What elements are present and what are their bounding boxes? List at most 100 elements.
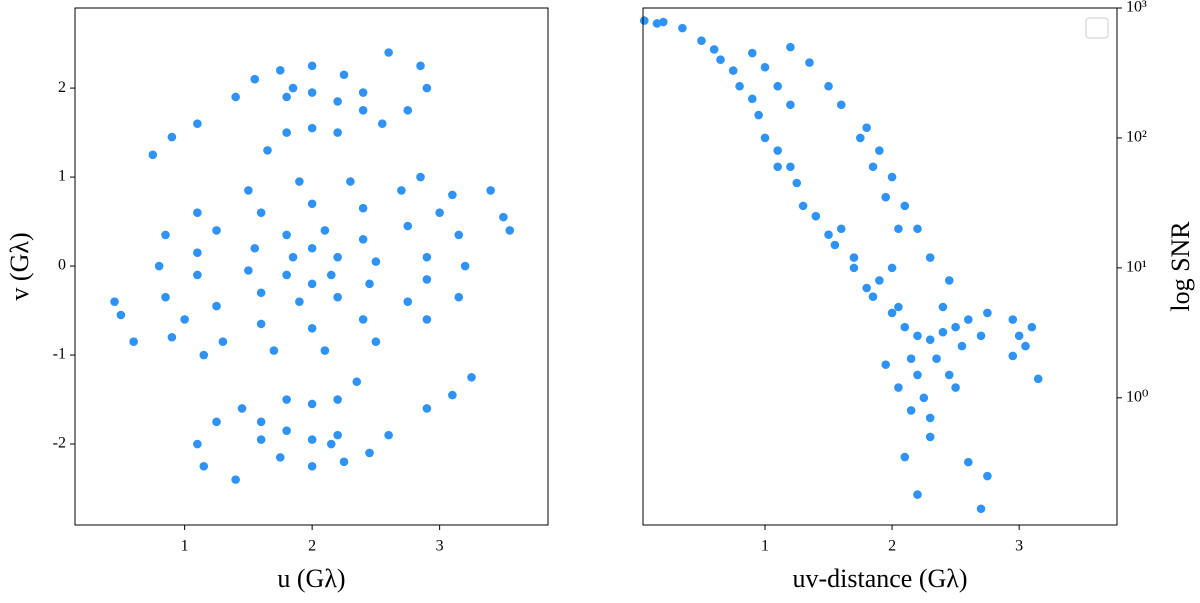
point	[983, 471, 992, 481]
point	[830, 240, 840, 250]
point	[384, 430, 393, 440]
point	[288, 83, 298, 93]
axes-frame	[74, 7, 549, 526]
point	[875, 276, 884, 285]
point	[1033, 374, 1043, 384]
y-tick-label: 0	[58, 257, 66, 274]
point	[358, 88, 368, 97]
point	[180, 315, 189, 324]
axes-frame	[642, 7, 1118, 526]
point	[307, 461, 317, 471]
point	[913, 490, 922, 499]
point	[944, 370, 954, 380]
x-axis-label: uv-distance (Gλ)	[792, 564, 967, 593]
point	[505, 226, 515, 235]
point	[237, 404, 247, 413]
point	[913, 331, 922, 341]
point	[333, 128, 342, 137]
x-axis-label: u (Gλ)	[277, 564, 345, 593]
point	[275, 453, 285, 462]
point	[161, 230, 170, 240]
point	[256, 435, 266, 444]
point	[894, 383, 903, 392]
point	[697, 36, 706, 46]
point	[836, 100, 846, 110]
point	[824, 81, 833, 91]
point	[499, 212, 508, 222]
point	[448, 190, 457, 200]
point	[976, 331, 986, 341]
point	[887, 263, 897, 273]
x-tick-label: 1	[761, 538, 769, 555]
point	[938, 302, 948, 312]
point	[333, 430, 342, 440]
point	[913, 224, 922, 234]
point	[1008, 315, 1018, 324]
point	[887, 308, 897, 318]
point	[849, 263, 859, 273]
point	[983, 308, 992, 318]
point	[282, 230, 291, 240]
point	[110, 297, 119, 306]
point	[365, 279, 374, 289]
x-tick-label: 2	[308, 538, 316, 555]
point	[925, 413, 935, 423]
point	[218, 337, 228, 346]
point	[811, 211, 821, 221]
y-tick-label: -1	[53, 346, 66, 363]
point	[384, 48, 393, 57]
point	[678, 23, 687, 33]
point	[422, 275, 432, 284]
x-tick-label: 2	[888, 538, 896, 555]
point	[403, 297, 413, 306]
point	[167, 132, 177, 142]
point	[403, 221, 413, 231]
point	[773, 162, 783, 172]
point	[786, 42, 795, 52]
point	[199, 350, 209, 360]
legend-box	[1085, 17, 1109, 39]
point	[976, 504, 986, 514]
point	[365, 448, 374, 458]
point	[282, 395, 291, 404]
point	[307, 88, 317, 97]
point	[906, 354, 916, 363]
point	[307, 199, 317, 209]
point	[358, 315, 368, 324]
point	[154, 261, 164, 271]
point	[868, 162, 878, 172]
point	[288, 252, 298, 262]
point	[747, 48, 757, 58]
point	[199, 461, 209, 471]
point	[422, 83, 432, 93]
point	[805, 58, 814, 67]
point	[256, 288, 266, 298]
point	[951, 322, 960, 332]
point	[416, 172, 425, 182]
y-tick-label: 10⁰	[1126, 388, 1148, 405]
point	[326, 270, 336, 280]
point	[964, 457, 973, 467]
point	[295, 177, 304, 186]
point	[798, 201, 808, 211]
point	[1027, 322, 1037, 332]
point	[193, 248, 202, 258]
point	[295, 297, 304, 306]
point	[244, 186, 253, 195]
point	[422, 404, 432, 413]
point	[913, 370, 922, 380]
point	[773, 146, 783, 155]
point	[377, 119, 387, 128]
point	[212, 226, 221, 235]
point	[652, 19, 662, 28]
points	[110, 48, 515, 484]
y-tick-label: 10²	[1126, 129, 1147, 146]
point	[358, 235, 368, 244]
point	[403, 106, 413, 115]
y-tick-label: 10¹	[1126, 259, 1147, 276]
point	[282, 92, 291, 102]
y-tick-label: 10³	[1126, 0, 1147, 16]
point	[231, 92, 240, 102]
point	[792, 178, 802, 188]
point	[333, 292, 342, 302]
